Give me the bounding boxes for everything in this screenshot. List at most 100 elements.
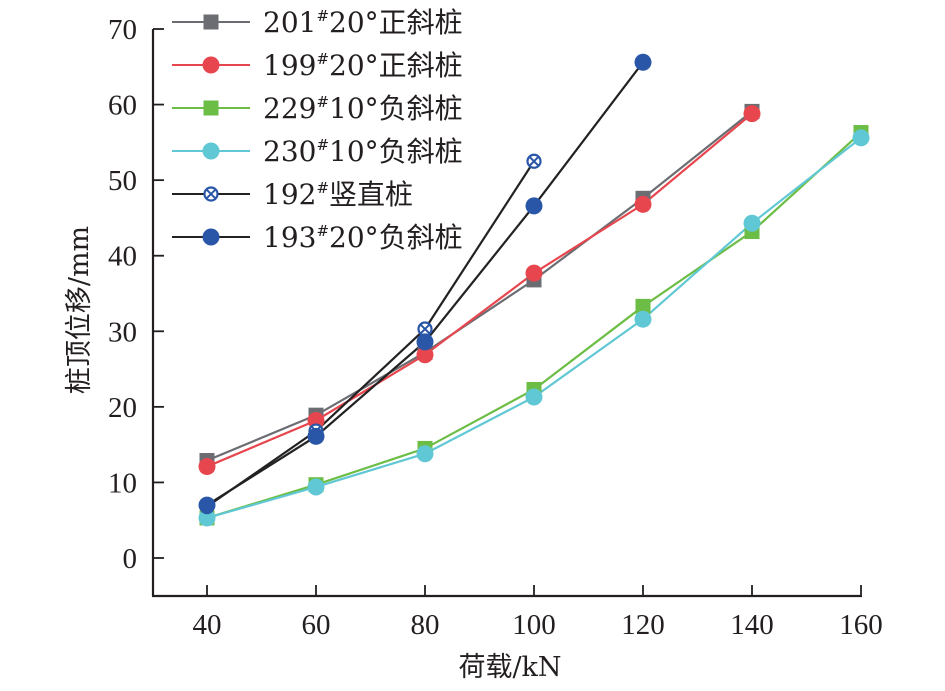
data-point-193 [525,197,543,215]
data-point-230 [416,445,434,463]
y-tick-label: 40 [108,241,137,273]
x-tick-label: 160 [839,609,883,641]
legend-item-201: 201#20°正斜桩 [172,6,463,39]
legend-marker [202,142,220,160]
marker-circle [307,478,325,496]
legend-label-superscript: # [316,7,329,25]
y-tick-label: 20 [108,392,137,424]
legend-marker [202,228,220,246]
data-point-193 [198,496,216,514]
y-axis-ticks: 0 10 20 30 40 50 60 70 [108,14,164,575]
data-point-199 [525,264,543,282]
legend-label-superscript: # [316,222,329,240]
marker-circle [416,333,434,351]
legend-marker [203,100,219,116]
x-tick-label: 120 [621,609,665,641]
y-axis-title: 桩顶位移/mm [64,226,95,394]
data-point-229 [635,298,651,314]
x-tick-label: 80 [411,609,440,641]
x-tick-label: 140 [730,609,774,641]
legend-label: 201#20°正斜桩 [263,6,463,39]
marker-circle [202,56,220,74]
marker-circle [743,105,761,123]
legend-label: 193#20°负斜桩 [263,221,463,254]
marker-circle [634,310,652,328]
legend-label-text: 20°负斜桩 [329,221,463,254]
marker-circle [416,346,434,364]
marker-circle [634,195,652,213]
marker-square [203,14,219,30]
marker-circle [307,427,325,445]
legend-item-230: 230#10°负斜桩 [172,135,463,168]
data-point-199 [416,346,434,364]
marker-x-stroke [205,188,217,200]
series-lines [206,61,862,520]
legend-label-superscript: # [316,50,329,68]
y-tick-label: 30 [108,316,137,348]
data-point-199 [198,458,216,476]
legend-label-text: 竖直桩 [329,178,413,211]
legend-label: 229#10°负斜桩 [263,92,463,125]
x-tick-label: 60 [302,609,331,641]
legend-label: 192#竖直桩 [263,178,413,211]
legend-label-superscript: # [316,136,329,154]
y-tick-label: 60 [108,90,137,122]
marker-circle [743,214,761,232]
data-point-230 [198,509,216,527]
marker-circle [307,411,325,429]
legend-label-text: 20°正斜桩 [329,49,463,82]
data-point-199 [307,411,325,429]
legend-label-text: 10°负斜桩 [329,135,463,168]
legend-label-text: 10°负斜桩 [329,92,463,125]
series-line-192 [206,160,535,508]
marker-x-stroke [419,323,431,335]
marker-circle [525,388,543,406]
marker-square [203,100,219,116]
legend-label-number: 199 [263,49,316,82]
y-tick-label: 0 [123,543,138,575]
series-markers [198,53,870,527]
x-axis-title: 荷载/kN [458,652,561,683]
marker-x-stroke [528,155,540,167]
legend-marker [202,56,220,74]
data-point-193 [416,333,434,351]
legend-item-229: 229#10°负斜桩 [172,92,463,125]
data-point-192 [526,153,542,169]
y-tick-label: 70 [108,14,137,46]
data-point-230 [852,129,870,147]
y-tick-label: 50 [108,165,137,197]
marker-circle [852,129,870,147]
legend-label: 199#20°正斜桩 [263,49,463,82]
data-point-230 [525,388,543,406]
legend-label-number: 192 [263,178,316,211]
legend-item-192: 192#竖直桩 [172,178,413,211]
data-point-230 [307,478,325,496]
data-point-199 [743,105,761,123]
x-axis-ticks: 40 60 80 100 120 140 160 [193,585,883,641]
legend-item-193: 193#20°负斜桩 [172,221,463,254]
legend-label: 230#10°负斜桩 [263,135,463,168]
data-point-230 [743,214,761,232]
legend-label-number: 230 [263,135,316,168]
legend-label-superscript: # [316,93,329,111]
axes [151,29,862,598]
marker-square [635,298,651,314]
marker-circle [525,197,543,215]
data-point-193 [307,427,325,445]
data-point-193 [634,53,652,71]
marker-circle [202,228,220,246]
y-tick-label: 10 [108,467,137,499]
series-line-199 [206,112,753,468]
legend-label-text: 20°正斜桩 [329,6,463,39]
legend-marker [203,14,219,30]
marker-circle [202,142,220,160]
legend-label-superscript: # [316,179,329,197]
legend-label-number: 193 [263,221,316,254]
legend-label-number: 229 [263,92,316,125]
data-point-230 [634,310,652,328]
series-line-201 [206,110,753,462]
marker-circle [198,509,216,527]
legend-marker [203,186,219,202]
marker-circle [198,458,216,476]
